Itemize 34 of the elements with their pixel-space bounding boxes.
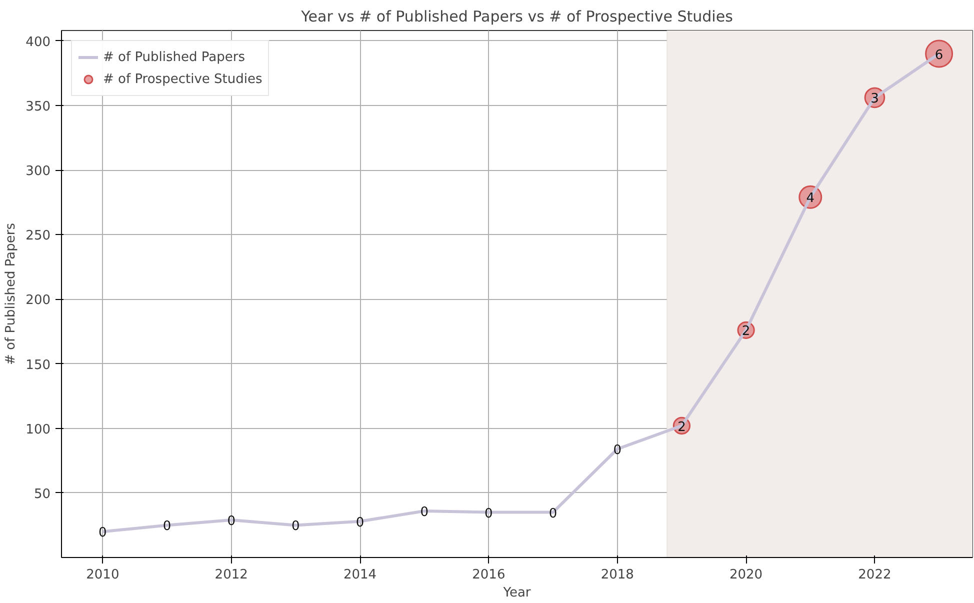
y-tick-label: 150 (26, 358, 51, 373)
annotation: 0 (548, 506, 558, 522)
annotation: 0 (292, 519, 300, 534)
chart-title: Year vs # of Published Papers vs # of Prospective Studies (300, 8, 734, 26)
y-axis-title: # of Published Papers (4, 222, 19, 365)
y-tick-label: 100 (26, 422, 51, 438)
x-tick-label: 2010 (86, 568, 120, 582)
y-tick-label: 300 (26, 164, 51, 179)
y-tick-label: 400 (26, 34, 51, 50)
annotation: 0 (484, 506, 493, 522)
x-axis-title: Year (502, 586, 532, 600)
y-tick-label: 200 (26, 293, 51, 308)
annotation: 0 (613, 443, 622, 458)
annotation: 0 (227, 514, 236, 530)
x-tick-label: 2016 (472, 568, 506, 582)
legend-label: # of Prospective Studies (103, 72, 262, 86)
x-tick-label: 2014 (343, 568, 377, 582)
y-tick-label: 50 (34, 486, 51, 502)
data-label: 6 (934, 48, 944, 63)
x-tick-label: 2018 (600, 568, 634, 582)
annotation: 0 (162, 519, 172, 534)
data-label: 4 (806, 191, 815, 206)
annotation: 0 (98, 526, 107, 541)
y-tick-label: 250 (26, 228, 51, 244)
x-tick-label: 2012 (214, 568, 248, 582)
legend-label: # of Published Papers (103, 50, 245, 64)
data-label: 2 (742, 324, 750, 340)
data-label: 2 (678, 420, 686, 435)
annotation: 0 (356, 515, 364, 530)
x-tick-label: 2022 (858, 568, 892, 582)
data-label: 3 (870, 92, 879, 107)
annotation: 0 (420, 505, 428, 520)
y-tick-label: 350 (26, 99, 51, 114)
x-tick-label: 2020 (729, 568, 763, 582)
